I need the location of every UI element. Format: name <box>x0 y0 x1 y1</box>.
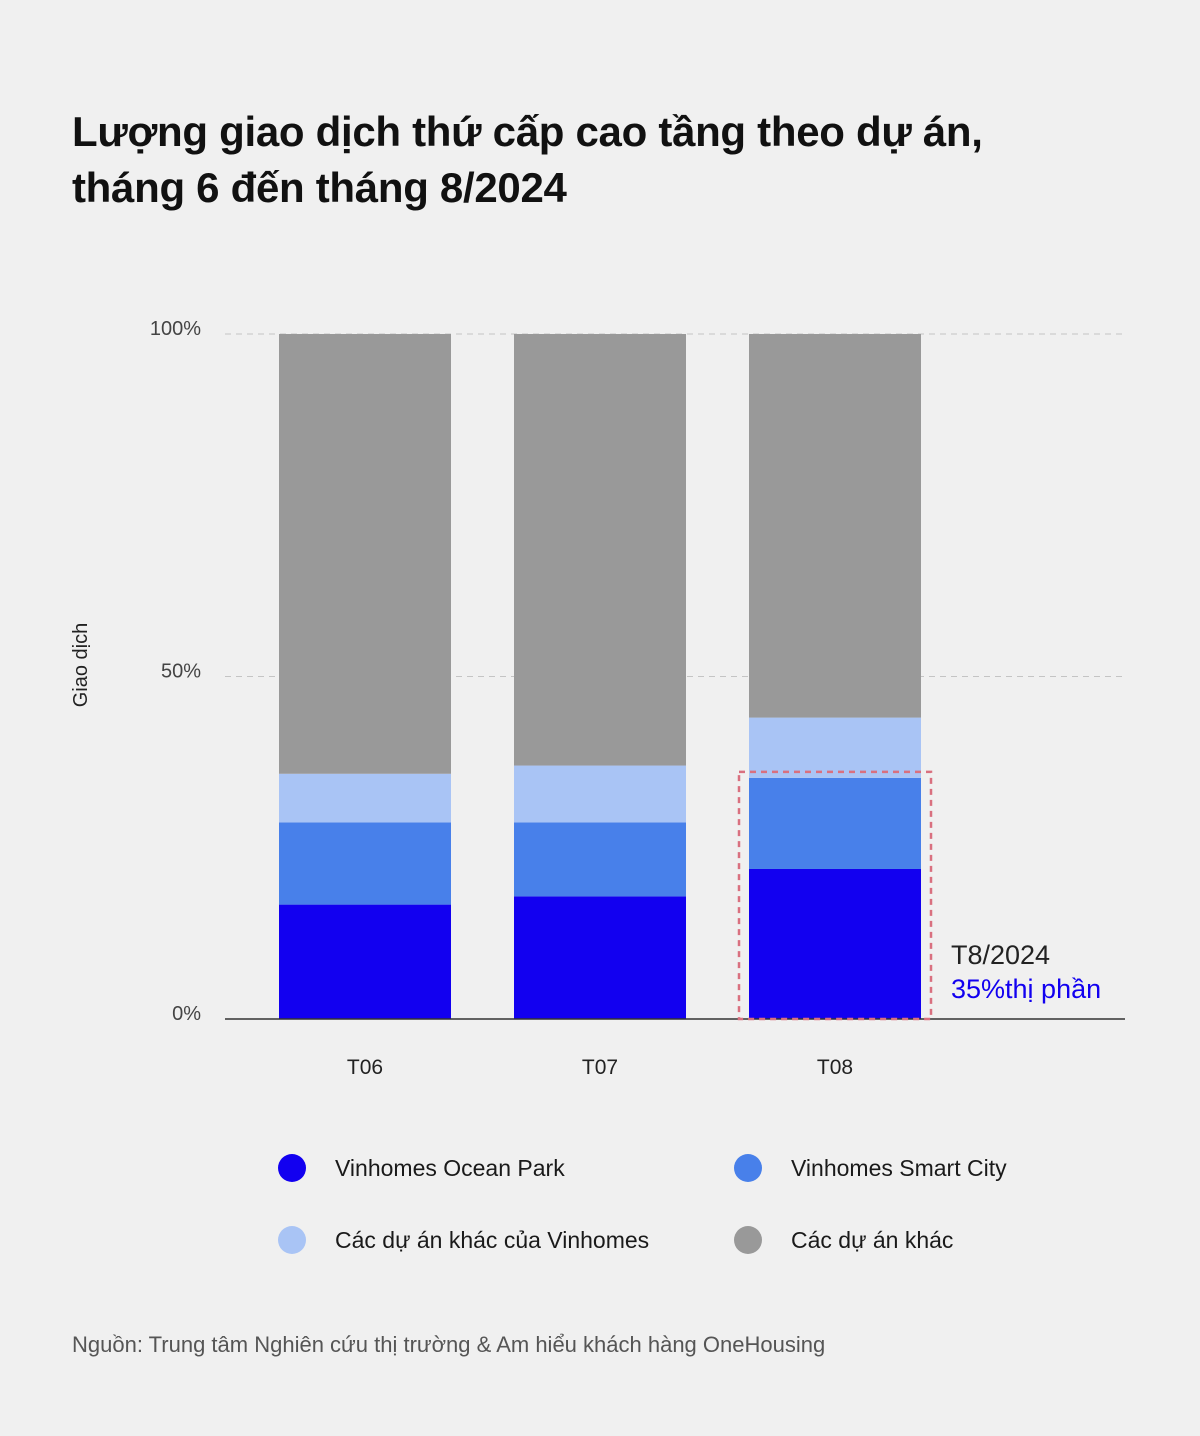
x-tick-label-t08: T08 <box>817 1056 853 1079</box>
bar-t08-series-1 <box>749 777 921 869</box>
bar-t06-series-1 <box>279 822 451 905</box>
y-axis-label: Giao dịch <box>70 623 92 708</box>
legend-label-other-projects: Các dự án khác <box>791 1226 954 1253</box>
annotation-period: T8/2024 <box>951 940 1050 970</box>
bar-t08-series-0 <box>749 868 921 1019</box>
chart-title-line-2: tháng 6 đến tháng 8/2024 <box>72 164 567 211</box>
legend-swatch-other-projects <box>734 1226 762 1254</box>
legend-swatch-smart-city <box>734 1154 762 1182</box>
legend-item-other-vinhomes: Các dự án khác của Vinhomes <box>278 1222 649 1258</box>
legend-label-ocean-park: Vinhomes Ocean Park <box>335 1154 565 1181</box>
legend-item-ocean-park: Vinhomes Ocean Park <box>278 1150 565 1186</box>
bar-t07-series-2 <box>514 765 686 823</box>
y-tick-label-50: 50% <box>161 661 201 683</box>
legend-item-other-projects: Các dự án khác <box>734 1222 953 1258</box>
legend-swatch-ocean-park <box>278 1154 306 1182</box>
bar-t07-series-0 <box>514 896 686 1019</box>
bar-t08-series-2 <box>749 717 921 778</box>
chart-title-line-1: Lượng giao dịch thứ cấp cao tầng theo dự… <box>72 108 983 155</box>
x-tick-label-t06: T06 <box>347 1056 383 1079</box>
bar-t06-series-0 <box>279 904 451 1019</box>
x-tick-label-t07: T07 <box>582 1056 618 1079</box>
bar-t08-series-3 <box>749 334 921 718</box>
legend-swatch-other-vinhomes <box>278 1226 306 1254</box>
source-note: Nguồn: Trung tâm Nghiên cứu thị trường &… <box>72 1332 826 1357</box>
legend-label-smart-city: Vinhomes Smart City <box>791 1154 1007 1181</box>
legend: Vinhomes Ocean Park Vinhomes Smart City … <box>278 1150 1098 1260</box>
y-tick-label-0: 0% <box>172 1003 201 1025</box>
legend-label-other-vinhomes: Các dự án khác của Vinhomes <box>335 1226 650 1253</box>
y-tick-label-100: 100% <box>150 318 201 340</box>
bar-t07-series-3 <box>514 334 686 766</box>
annotation-share: 35%thị phần <box>951 974 1101 1004</box>
bar-t06-series-2 <box>279 773 451 823</box>
bar-t06-series-3 <box>279 334 451 774</box>
bar-t07-series-1 <box>514 822 686 897</box>
chart-title: Lượng giao dịch thứ cấp cao tầng theo dự… <box>72 104 1072 216</box>
legend-item-smart-city: Vinhomes Smart City <box>734 1150 1007 1186</box>
